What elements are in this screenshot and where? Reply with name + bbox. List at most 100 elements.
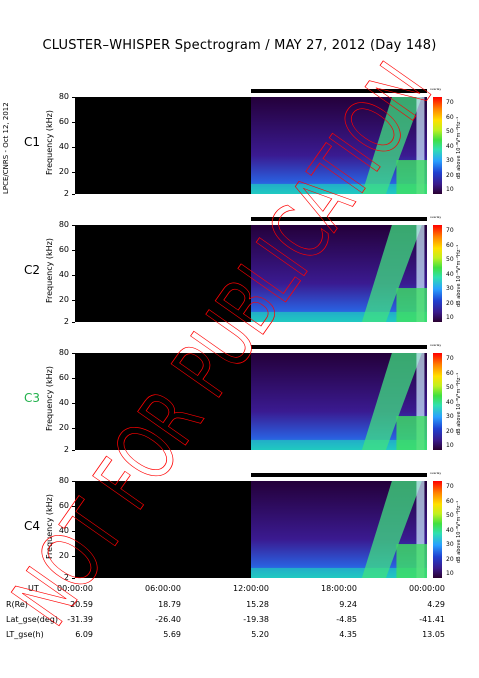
c3-colorbar-tick: 10: [446, 442, 454, 449]
c3-ytick: 20: [58, 422, 69, 432]
c1-vertical-emission: [416, 97, 425, 194]
c1-ytick-mark: [72, 194, 75, 195]
ephemeris-value: -4.85: [336, 615, 357, 624]
c2-ytick-mark: [72, 274, 75, 276]
c3-ytick-mark: [72, 402, 75, 404]
c1-ytick-mark: [72, 97, 75, 98]
c1-ytick: 20: [58, 166, 69, 176]
c2-ytick-mark: [72, 249, 75, 251]
c2-ytick: 80: [58, 220, 69, 229]
c4-ytick-mark: [72, 578, 75, 579]
c1-colorbar-tick: 10: [446, 186, 454, 193]
ephemeris-value: 4.35: [339, 630, 357, 639]
c3-low-frequency-band: [251, 440, 427, 450]
c1-colorbar-tick: 20: [446, 171, 454, 179]
c3-overlay-label: overlay: [430, 343, 442, 347]
c4-ytick: 40: [58, 525, 69, 535]
c2-colorbar-tick: 50: [446, 256, 454, 263]
c3-colorbar-tick: 40: [446, 398, 454, 406]
c4-colorbar-tick: 10: [446, 570, 454, 577]
c1-ytick: 2: [63, 189, 69, 198]
c3-vertical-emission: [416, 353, 425, 450]
c1-colorbar-tick: 50: [446, 128, 454, 135]
c2-colorbar-tick: 10: [446, 314, 454, 321]
c3-ylabel: Frequency (kHz): [45, 366, 54, 431]
ephemeris-value: 5.69: [163, 630, 181, 639]
c2-colorbar-tick: 60: [446, 241, 454, 249]
c3-ytick: 80: [58, 348, 69, 357]
c3-colorbar-tick: 50: [446, 384, 454, 391]
figure-title: CLUSTER–WHISPER Spectrogram / MAY 27, 20…: [42, 38, 437, 53]
c2-ytick-mark: [72, 322, 75, 323]
c1-ytick-mark: [72, 121, 75, 123]
c1-colorbar-unit: dB above 10⁻⁸V²m⁻²Hz⁻¹: [456, 116, 462, 179]
c4-overlay-label: overlay: [430, 471, 442, 475]
c3-satellite-label: C3: [24, 391, 41, 405]
c4-vertical-emission: [416, 481, 425, 578]
c1-colorbar-tick: 40: [446, 142, 454, 150]
c1-colorbar-tick: 70: [446, 99, 454, 106]
c1-ytick: 40: [58, 141, 69, 151]
c3-colorbar-unit: dB above 10⁻⁸V²m⁻²Hz⁻¹: [456, 372, 462, 435]
c2-ytick-mark: [72, 225, 75, 226]
c2-low-frequency-band: [251, 312, 427, 322]
c4-ytick: 20: [58, 550, 69, 560]
c1-colorbar-tick: 30: [446, 157, 454, 164]
side-label: LPCE/CNRS - Oct 12, 2012: [2, 64, 16, 194]
c2-ytick: 60: [58, 244, 69, 254]
c1-low-frequency-band: [251, 184, 427, 194]
c2-colorbar-tick: 40: [446, 270, 454, 278]
c2-colorbar: [433, 225, 442, 322]
c1-ytick: 80: [58, 92, 69, 101]
x-tick-label: 00:00:00: [57, 584, 93, 593]
c4-colorbar-unit: dB above 10⁻⁸V²m⁻²Hz⁻¹: [456, 500, 462, 563]
x-tick-label: 06:00:00: [145, 584, 181, 593]
c3-coverage-bar: [251, 345, 427, 349]
x-tick-label: 00:00:00: [409, 584, 445, 593]
c2-colorbar-tick: 20: [446, 299, 454, 307]
c4-colorbar-tick: 70: [446, 483, 454, 490]
c3-ytick: 2: [63, 445, 69, 454]
c2-spectrogram: [75, 225, 427, 322]
c4-colorbar-tick: 40: [446, 526, 454, 534]
c2-emission-burst: [361, 225, 422, 322]
side-label-text: LPCE/CNRS - Oct 12, 2012: [2, 102, 10, 194]
c3-emission-burst: [361, 353, 422, 450]
c3-colorbar: [433, 353, 442, 450]
c3-colorbar-tick: 30: [446, 413, 454, 420]
c2-ytick: 20: [58, 294, 69, 304]
c4-ytick-mark: [72, 481, 75, 482]
c4-ytick: 2: [63, 573, 69, 582]
c2-overlay-label: overlay: [430, 215, 442, 219]
c4-ytick-mark: [72, 555, 75, 557]
c4-colorbar: [433, 481, 442, 578]
c2-ylabel: Frequency (kHz): [45, 238, 54, 303]
c4-colorbar-tick: 20: [446, 555, 454, 563]
c1-ytick-mark: [72, 146, 75, 148]
c3-colorbar-tick: 70: [446, 355, 454, 362]
c1-ylabel: Frequency (kHz): [45, 110, 54, 175]
c1-overlay-label: overlay: [430, 87, 442, 91]
ephemeris-value: 18.79: [158, 600, 181, 609]
c2-satellite-label: C2: [24, 263, 41, 277]
c3-colorbar-tick: 60: [446, 369, 454, 377]
c2-coverage-bar: [251, 217, 427, 221]
c2-intense-band: [396, 288, 427, 322]
c2-ytick: 40: [58, 269, 69, 279]
ephemeris-value: 4.29: [427, 600, 445, 609]
x-axis-name: UT: [28, 584, 39, 593]
c4-emission-burst: [361, 481, 422, 578]
ephemeris-row-label: LT_gse(h): [6, 630, 44, 639]
c2-colorbar-tick: 30: [446, 285, 454, 292]
c3-ytick-mark: [72, 377, 75, 379]
c1-emission-burst: [361, 97, 422, 194]
ephemeris-value: 5.20: [251, 630, 269, 639]
c1-intense-band: [396, 160, 427, 194]
x-tick-label: 12:00:00: [233, 584, 269, 593]
c2-colorbar-tick: 70: [446, 227, 454, 234]
c1-satellite-label: C1: [24, 135, 41, 149]
c1-ytick-mark: [72, 171, 75, 173]
ephemeris-value: -26.40: [155, 615, 181, 624]
c4-ytick: 80: [58, 476, 69, 485]
